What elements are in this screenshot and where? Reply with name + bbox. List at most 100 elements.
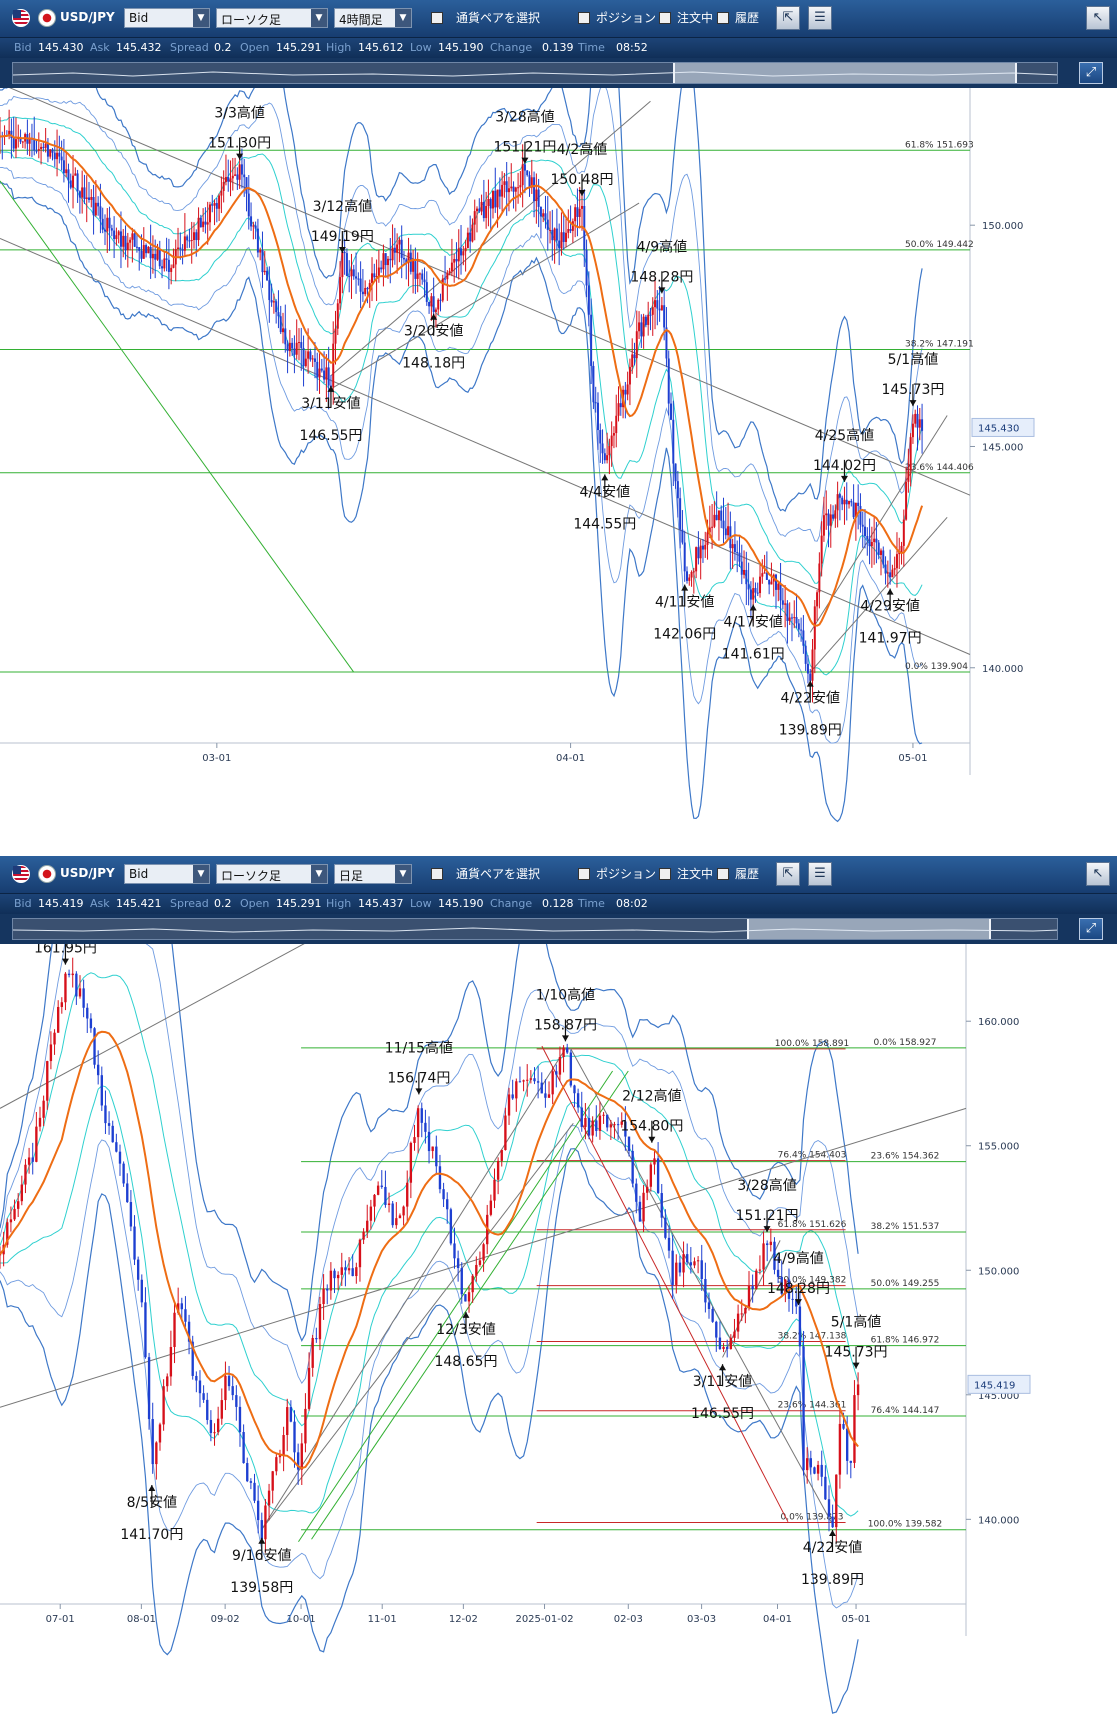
candle-body — [842, 1423, 845, 1429]
candle-body — [140, 1279, 143, 1303]
pair-select-label[interactable]: 通貨ペアを選択 — [456, 11, 541, 25]
price-chart-4h[interactable]: 140.000 145.000 150.000 03-01 04-01 05-01 61.8… — [0, 88, 1117, 852]
pair-select-checkbox[interactable] — [431, 12, 443, 24]
orders-checkbox[interactable] — [659, 868, 671, 880]
candle-body — [145, 245, 148, 254]
orders-label[interactable]: 注文中 — [677, 11, 714, 25]
time-tick-label: 08-01 — [127, 1614, 156, 1625]
candle-body — [736, 1313, 740, 1332]
candle-body — [649, 314, 652, 316]
candle-body — [715, 1321, 718, 1338]
price-chart-daily[interactable]: 140.000 145.000 150.000 155.000 160.000 07-01… — [0, 944, 1117, 1716]
candle-body — [642, 1192, 645, 1222]
candle-body — [773, 1241, 776, 1270]
candle-body — [249, 1481, 253, 1483]
annotation-value: 145.73円 — [881, 382, 944, 398]
candle-body — [518, 1081, 522, 1083]
candle-body — [713, 514, 716, 527]
pair-select-label[interactable]: 通貨ペアを選択 — [456, 867, 541, 881]
annotation-value: 148.18円 — [402, 356, 465, 372]
expand-icon[interactable]: ⤢ — [1079, 62, 1103, 84]
candle-body — [701, 545, 704, 550]
candle-body — [744, 1308, 747, 1314]
position-label[interactable]: ポジション — [596, 11, 657, 25]
orders-label[interactable]: 注文中 — [677, 867, 714, 881]
time-tick-label: 03-01 — [202, 753, 231, 764]
us-flag-icon — [12, 865, 30, 883]
candle-body — [835, 1474, 838, 1528]
chart-style-select[interactable]: ローソク足 ▼ — [216, 864, 328, 884]
candle-body — [211, 204, 214, 206]
candle-body — [711, 526, 714, 528]
price-type-select[interactable]: Bid ▼ — [124, 864, 210, 884]
chart-reset-icon[interactable]: ⇱ — [776, 862, 800, 886]
collapse-icon[interactable]: ↖ — [1086, 6, 1110, 30]
candle-body — [784, 603, 787, 605]
low-value: 145.190 — [438, 897, 484, 910]
candle-body — [242, 1432, 245, 1464]
open-value: 145.291 — [276, 41, 322, 54]
annotation-arrowhead — [462, 1311, 470, 1318]
fibonacci-level-label: 61.8% 146.972 — [871, 1336, 940, 1346]
time-tick-label: 12-02 — [449, 1614, 478, 1625]
candle-body — [838, 1423, 842, 1475]
position-checkbox[interactable] — [578, 868, 590, 880]
candle-body — [875, 538, 878, 543]
candle-body — [166, 1376, 169, 1387]
navigator-window[interactable] — [747, 919, 991, 939]
navigator-track[interactable] — [12, 918, 1058, 940]
orders-checkbox[interactable] — [659, 12, 671, 24]
candle-body — [82, 988, 85, 1008]
navigator-window[interactable] — [673, 63, 1017, 83]
candle-body — [67, 973, 71, 976]
candle-body — [89, 1018, 93, 1029]
candle-body — [307, 351, 310, 359]
pair-select-checkbox[interactable] — [431, 868, 443, 880]
candle-body — [505, 181, 508, 193]
candle-body — [768, 579, 771, 585]
candle-body — [151, 1419, 154, 1465]
chart-settings-icon[interactable]: ☰ — [808, 862, 832, 886]
navigator-track[interactable] — [12, 62, 1058, 84]
chart-navigator: ⤢ — [0, 58, 1117, 88]
position-label[interactable]: ポジション — [596, 867, 657, 881]
candle-body — [58, 152, 61, 157]
annotation-value: 144.55円 — [573, 516, 636, 532]
annotation-arrowhead — [794, 1299, 802, 1306]
annotation-arrowhead — [258, 1537, 266, 1544]
candle-body — [859, 505, 862, 525]
candle-body — [704, 544, 707, 550]
expand-icon[interactable]: ⤢ — [1079, 918, 1103, 940]
candle-body — [90, 196, 93, 200]
candle-body — [307, 1367, 311, 1409]
candle-body — [420, 1108, 423, 1123]
candle-body — [366, 287, 369, 290]
chart-settings-icon[interactable]: ☰ — [808, 6, 832, 30]
chevron-down-icon: ▼ — [193, 865, 209, 883]
candle-body — [229, 178, 232, 182]
collapse-icon[interactable]: ↖ — [1086, 862, 1110, 886]
candle-body — [478, 1260, 482, 1265]
candle-body — [409, 1142, 413, 1183]
candle-body — [402, 1206, 405, 1216]
history-checkbox[interactable] — [717, 12, 729, 24]
fibonacci-level-label: 50.0% 149.382 — [778, 1276, 847, 1286]
candle-body — [547, 1094, 551, 1098]
bollinger-band-3sigma-upper — [0, 88, 923, 513]
candle-body — [122, 1163, 125, 1184]
history-checkbox[interactable] — [717, 868, 729, 880]
history-label[interactable]: 履歴 — [735, 867, 760, 881]
timeframe-select[interactable]: 日足 ▼ — [334, 864, 412, 884]
price-type-select[interactable]: Bid ▼ — [124, 8, 210, 28]
position-checkbox[interactable] — [578, 12, 590, 24]
chart-style-select[interactable]: ローソク足 ▼ — [216, 8, 328, 28]
history-label[interactable]: 履歴 — [735, 11, 760, 25]
candle-body — [791, 1298, 794, 1300]
chart-reset-icon[interactable]: ⇱ — [776, 6, 800, 30]
jp-flag-icon — [38, 9, 56, 27]
candle-body — [471, 1275, 474, 1293]
candle-body — [282, 1435, 285, 1456]
timeframe-select[interactable]: 4時間足 ▼ — [334, 8, 412, 28]
candle-body — [14, 139, 17, 149]
candle-body — [595, 1120, 598, 1131]
